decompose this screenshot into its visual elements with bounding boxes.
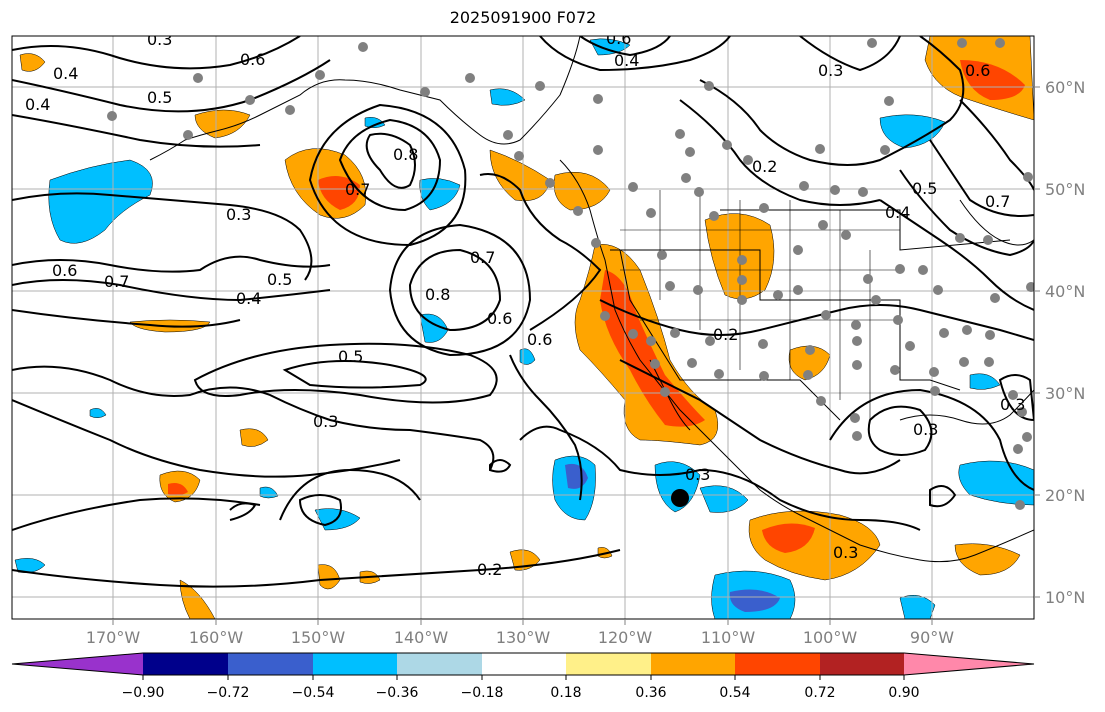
contour-label: 0.8 <box>425 285 450 304</box>
colorbar-seg-8 <box>735 653 820 675</box>
colorbar-seg-1 <box>143 653 228 675</box>
lon-label: 140°W <box>394 628 449 647</box>
lon-label: 150°W <box>291 628 346 647</box>
lon-label: 170°W <box>86 628 141 647</box>
colorbar-tick-label: 0.72 <box>804 685 835 701</box>
lat-label: 30°N <box>1045 384 1085 403</box>
state-borders <box>620 190 900 420</box>
colorbar: −0.90 −0.72 −0.54 −0.36 −0.18 0.18 0.36 … <box>11 652 1035 701</box>
lat-labels: 60°N 50°N 40°N 30°N 20°N 10°N <box>1045 78 1085 607</box>
lat-label: 50°N <box>1045 180 1085 199</box>
contour-label: 0.3 <box>685 465 710 484</box>
contour-label: 0.3 <box>833 543 858 562</box>
station-markers <box>107 38 1034 510</box>
lon-labels: 170°W 160°W 150°W 140°W 130°W 120°W 110°… <box>86 628 954 647</box>
lat-label: 10°N <box>1045 588 1085 607</box>
colorbar-seg-2 <box>228 653 313 675</box>
contour-label: 0.4 <box>53 64 78 83</box>
lon-label: 160°W <box>189 628 244 647</box>
lon-label: 120°W <box>598 628 653 647</box>
lon-label: 110°W <box>701 628 756 647</box>
lat-ticks <box>1034 86 1040 598</box>
map-title: 2025091900 F072 <box>449 8 597 27</box>
contour-label: 0.7 <box>985 192 1010 211</box>
positive-anomaly-shading <box>19 36 1034 619</box>
colorbar-tick-label: −0.90 <box>122 685 165 701</box>
colorbar-tick-label: 0.36 <box>635 685 666 701</box>
colorbar-seg-5 <box>482 653 566 675</box>
colorbar-tick-label: 0.18 <box>550 685 581 701</box>
colorbar-seg-6 <box>566 653 651 675</box>
contour-label: 0.4 <box>25 95 50 114</box>
colorbar-seg-7 <box>651 653 735 675</box>
colorbar-seg-3 <box>313 653 397 675</box>
contour-label: 0.6 <box>527 330 552 349</box>
colorbar-tick-label: 0.90 <box>888 685 919 701</box>
contour-label: 0.3 <box>313 412 338 431</box>
lat-label: 40°N <box>1045 282 1085 301</box>
grid-lines <box>12 36 1034 619</box>
contour-label: 0.6 <box>240 50 265 69</box>
contour-label: 0.5 <box>912 179 937 198</box>
contour-label: 0.4 <box>885 203 910 222</box>
map-area: 0.4 0.5 0.6 0.8 0.3 0.7 0.6 0.7 0.4 0.5 … <box>12 29 1034 619</box>
contour-label: 0.3 <box>1000 395 1025 414</box>
contour-label: 0.7 <box>470 248 495 267</box>
contour-labels: 0.4 0.5 0.6 0.8 0.3 0.7 0.6 0.7 0.4 0.5 … <box>25 29 1025 579</box>
contour-label: 0.8 <box>393 145 418 164</box>
colorbar-seg-9 <box>820 653 904 675</box>
contour-label: 0.3 <box>913 420 938 439</box>
colorbar-seg-0 <box>12 653 143 675</box>
colorbar-tick-label: −0.18 <box>461 685 504 701</box>
contour-label: 0.5 <box>147 88 172 107</box>
colorbar-tick-label: 0.54 <box>719 685 750 701</box>
colorbar-seg-4 <box>397 653 482 675</box>
contour-label: 0.2 <box>713 325 738 344</box>
contour-label: 0.6 <box>965 61 990 80</box>
contour-label: 0.6 <box>606 29 631 48</box>
lat-label: 60°N <box>1045 78 1085 97</box>
contour-label: 0.4 <box>236 289 261 308</box>
contour-label: 0.2 <box>477 560 502 579</box>
lat-label: 20°N <box>1045 486 1085 505</box>
colorbar-seg-10 <box>904 653 1034 675</box>
colorbar-tick-label: −0.36 <box>376 685 419 701</box>
coastlines <box>149 36 1034 563</box>
lon-label: 100°W <box>803 628 858 647</box>
contour-label: 0.5 <box>338 347 363 366</box>
contour-label: 0.4 <box>614 51 639 70</box>
contour-label: 0.3 <box>147 30 172 49</box>
contour-label: 0.2 <box>752 157 777 176</box>
contour-label: 0.7 <box>345 180 370 199</box>
contour-label: 0.3 <box>818 61 843 80</box>
lon-label: 130°W <box>496 628 551 647</box>
contour-lines <box>12 36 1034 588</box>
colorbar-tick-label: −0.72 <box>207 685 250 701</box>
contour-label: 0.6 <box>487 309 512 328</box>
contour-label: 0.3 <box>226 205 251 224</box>
lon-label: 90°W <box>910 628 954 647</box>
storm-center-marker <box>671 489 689 507</box>
contour-label: 0.6 <box>52 261 77 280</box>
contour-label: 0.5 <box>267 270 292 289</box>
contour-label: 0.7 <box>104 272 129 291</box>
lon-ticks <box>112 619 933 625</box>
colorbar-tick-label: −0.54 <box>292 685 335 701</box>
